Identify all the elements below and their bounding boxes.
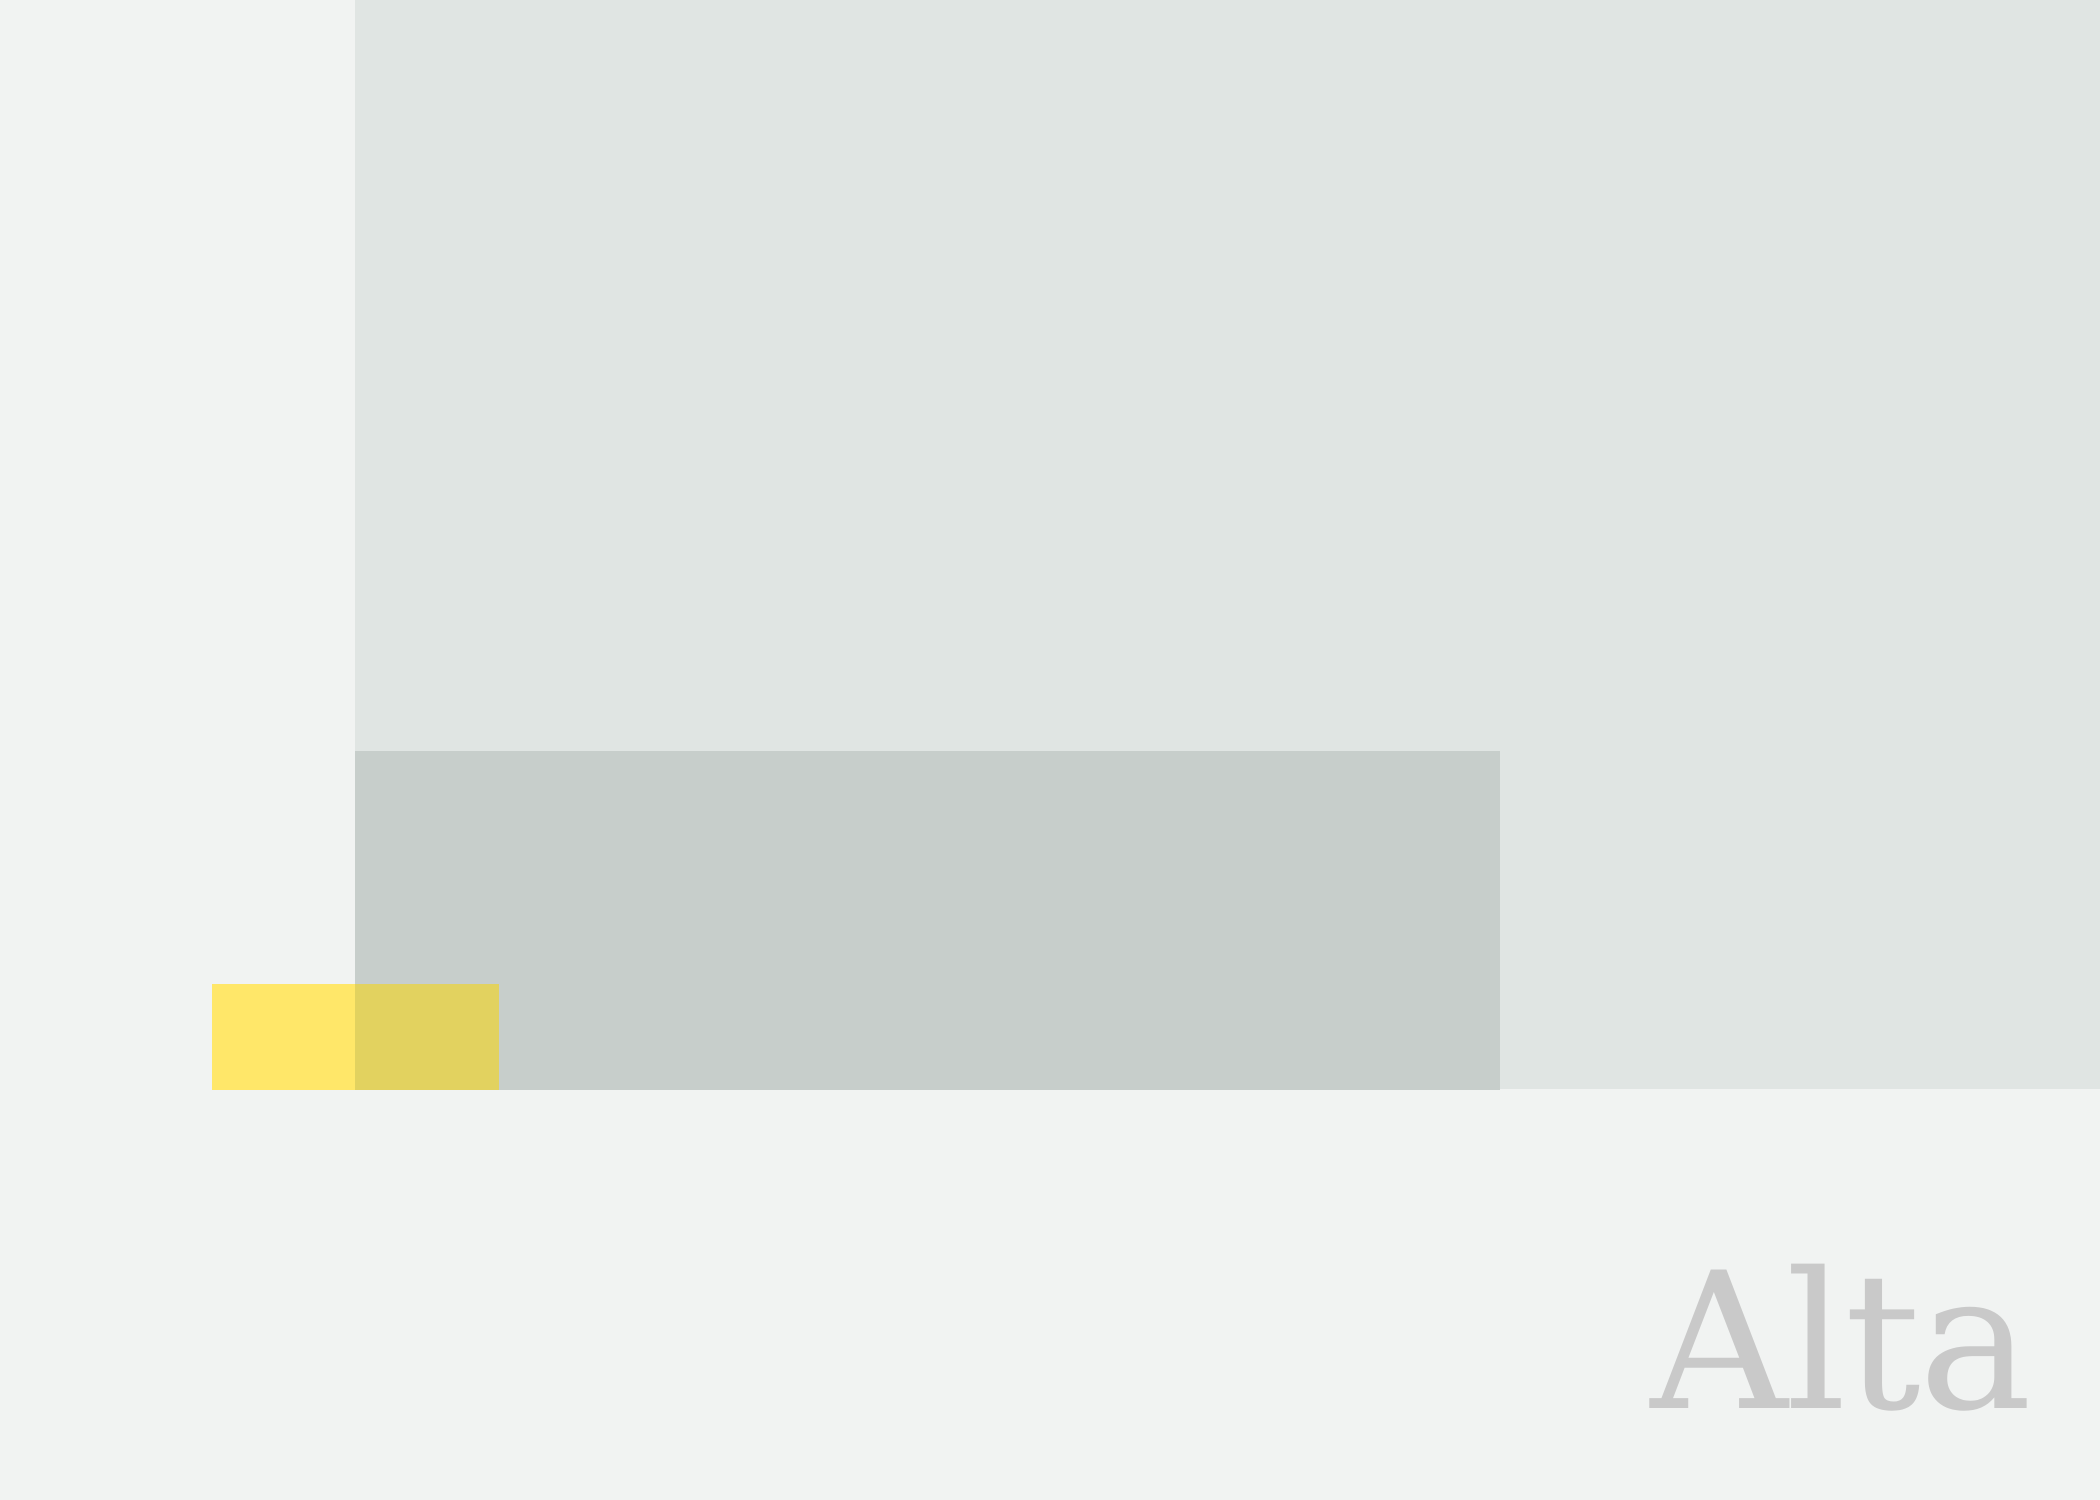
background-panel-dark [355,751,1500,1090]
yellow-accent-overlap [355,984,499,1090]
brand-wordmark: Alta [1650,1232,2032,1453]
